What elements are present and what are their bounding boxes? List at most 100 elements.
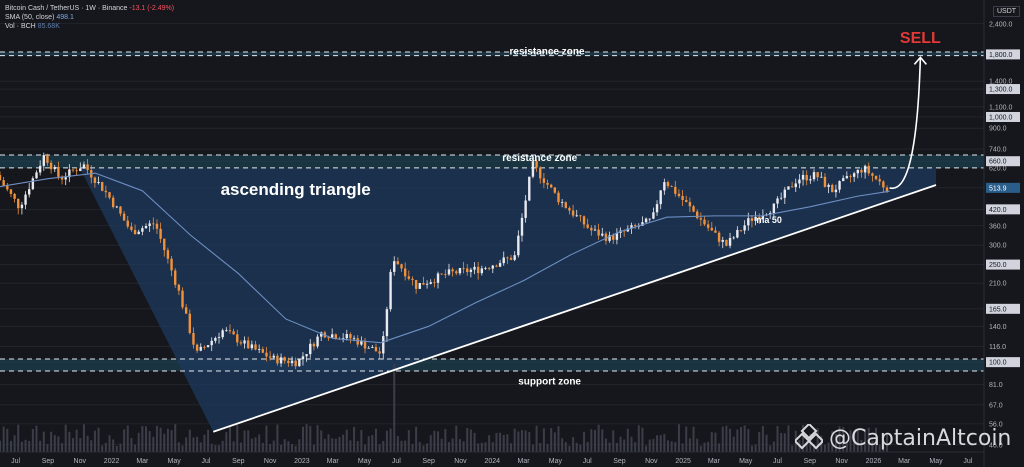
candle-body (108, 192, 111, 198)
support-trendline (212, 184, 937, 433)
volume-bar (677, 424, 680, 452)
volume-bar (287, 441, 290, 452)
y-tick-label: 1,100.0 (989, 104, 1012, 111)
candle-body (396, 261, 400, 265)
volume-bar (364, 444, 367, 452)
x-tick-label: May (168, 458, 182, 465)
volume-bar (349, 440, 352, 452)
volume-bar (64, 424, 67, 452)
current-price-box (986, 182, 1020, 193)
volume-bar (568, 445, 571, 452)
volume-bar (535, 425, 538, 452)
candle-body (721, 239, 724, 242)
candle-body (739, 229, 743, 231)
candle-body (772, 203, 776, 214)
volume-bar (437, 431, 440, 452)
candle-body (787, 186, 790, 190)
candle-body (743, 225, 746, 231)
candle-body (195, 344, 199, 351)
candle-body (794, 183, 797, 188)
candle-body (546, 182, 549, 185)
candle-body (779, 197, 783, 199)
candle-body (0, 174, 2, 181)
candle-body (42, 155, 46, 166)
volume-bar (520, 430, 523, 452)
candle-body (433, 282, 436, 284)
candle-body (874, 175, 878, 180)
candle-body (717, 232, 721, 242)
candle-body (856, 169, 860, 174)
candle-body (334, 334, 338, 339)
volume-bar (163, 433, 166, 452)
volume-bar (856, 428, 859, 452)
volume-bar (451, 438, 454, 452)
candle-body (758, 216, 761, 219)
candle-body (633, 225, 637, 227)
ascending-triangle-shape (79, 167, 937, 432)
x-tick-label: Sep (613, 458, 626, 465)
candle-body (520, 217, 524, 236)
y-tick-label: 210.0 (989, 281, 1007, 288)
candle-body (403, 268, 407, 277)
candle-body (250, 344, 254, 349)
volume-bar (207, 429, 210, 452)
volume-bar (823, 444, 826, 452)
volume-bar (141, 426, 144, 452)
level-price-box (986, 204, 1020, 215)
volume-bar (75, 429, 78, 452)
volume-bar (586, 441, 589, 452)
volume-bar (593, 429, 596, 452)
candle-body (407, 276, 411, 279)
volume-bar (298, 439, 301, 452)
candle-body (790, 186, 794, 188)
volume-bar (411, 443, 414, 452)
volume-bar (714, 432, 717, 452)
candle-body (852, 173, 856, 177)
volume-bar (312, 444, 315, 452)
volume-bar (484, 442, 487, 452)
annotation-ascending-triangle: ascending triangle (221, 180, 371, 199)
volume-bar (301, 426, 304, 452)
level-price-box (986, 357, 1020, 368)
level-price-box (986, 259, 1020, 270)
candle-body (294, 360, 297, 367)
volume-bar (444, 429, 447, 452)
projection-arrow (889, 57, 922, 190)
candle-body (316, 336, 319, 347)
candle-body (414, 280, 418, 289)
candle-body (152, 223, 155, 225)
candle-body (367, 347, 370, 349)
candle-body (9, 189, 13, 194)
currency-button[interactable]: USDT (993, 6, 1021, 17)
candle-body (867, 165, 870, 174)
candle-body (706, 224, 710, 228)
candle-body (462, 267, 465, 269)
candle-body (309, 343, 312, 355)
volume-bar (433, 430, 436, 452)
level-price-box (986, 84, 1020, 95)
candle-body (305, 354, 308, 357)
volume-bar (90, 440, 93, 452)
volume-bar (35, 425, 38, 452)
y-tick-label: 360.0 (989, 223, 1007, 230)
x-tick-label: Mar (898, 458, 911, 465)
volume-bar (882, 439, 885, 452)
y-tick-label: 67.0 (989, 402, 1003, 409)
volume-bar (875, 427, 878, 452)
volume-bar (170, 430, 173, 452)
volume-bar (572, 437, 575, 452)
candle-body (192, 332, 195, 345)
volume-bar (327, 434, 330, 452)
volume-value: 85.68K (37, 23, 60, 30)
volume-bar (338, 436, 341, 452)
candle-body (834, 189, 838, 193)
volume-bar (261, 442, 264, 452)
volume-bar (112, 439, 115, 452)
volume-bar (703, 442, 706, 452)
candle-body (564, 202, 567, 208)
candle-body (466, 268, 469, 273)
candle-body (484, 268, 487, 269)
volume-bar (265, 425, 268, 452)
candle-body (692, 206, 695, 212)
